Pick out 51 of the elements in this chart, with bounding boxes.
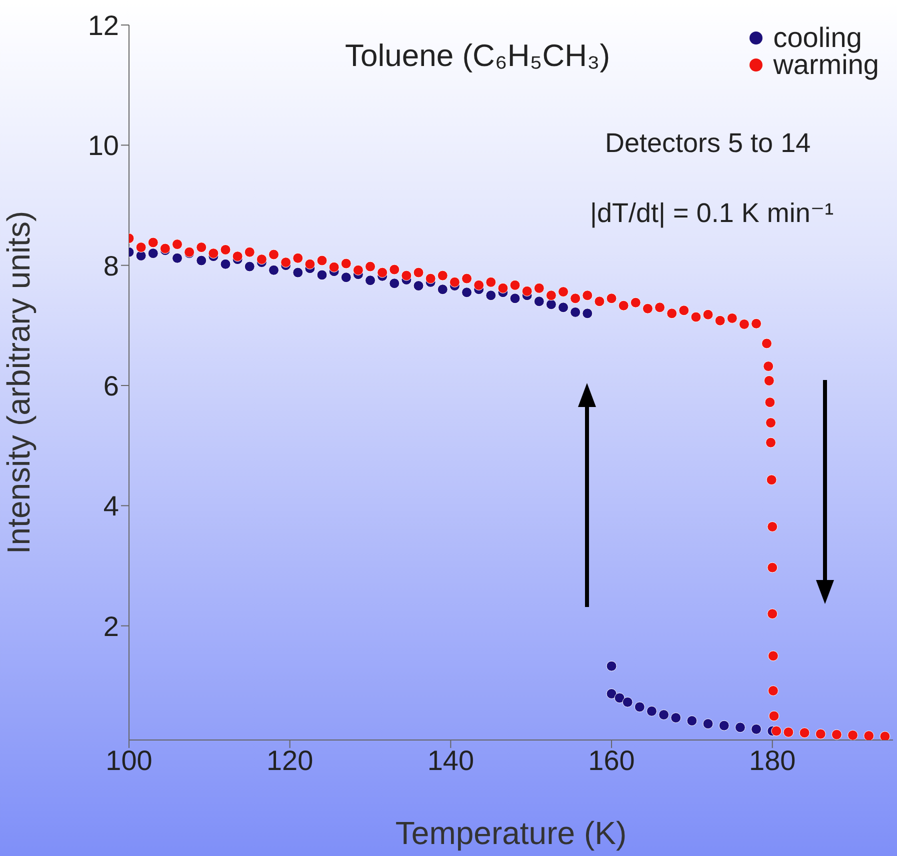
point (718, 720, 730, 731)
point (614, 692, 625, 704)
point (389, 278, 400, 289)
x-axis-title: Temperature (K) (395, 815, 627, 851)
point (220, 258, 231, 270)
point (437, 284, 448, 295)
y-tick-label: 8 (103, 250, 119, 282)
point (534, 296, 544, 307)
x-tick-label: 160 (588, 744, 635, 776)
point (670, 712, 682, 724)
point (546, 299, 556, 310)
x-tick-label: 180 (749, 744, 796, 776)
point (558, 302, 569, 313)
point (486, 290, 496, 301)
point (510, 293, 520, 304)
point (751, 724, 762, 734)
point (148, 248, 158, 259)
point (702, 718, 714, 730)
y-tick-label: 12 (88, 10, 119, 41)
y-tick-label: 4 (103, 490, 119, 522)
point (413, 280, 424, 292)
y-tick-label: 10 (88, 130, 119, 162)
point (244, 261, 255, 272)
point (686, 716, 698, 726)
point (734, 722, 746, 733)
point (606, 660, 617, 672)
point (462, 287, 472, 298)
point (268, 264, 280, 276)
x-tick-label: 140 (427, 744, 474, 776)
point (365, 275, 376, 286)
point (316, 270, 328, 280)
point (582, 308, 593, 319)
point (340, 272, 352, 283)
y-axis-title: Intensity (arbitrary units) (0, 210, 36, 554)
point (658, 710, 670, 720)
point (292, 267, 304, 278)
annotation: Detectors 5 to 14 (605, 128, 811, 159)
point (606, 688, 617, 699)
legend-label: cooling (773, 22, 862, 53)
point (570, 306, 581, 318)
point (634, 702, 645, 712)
x-tick-label: 100 (106, 744, 152, 776)
point (646, 706, 657, 716)
y-tick-label: 2 (103, 610, 119, 642)
y-tick-label: 6 (103, 370, 119, 402)
annotation: |dT/dt| = 0.1 K min⁻¹ (590, 198, 834, 229)
point (622, 696, 633, 708)
point (172, 252, 183, 264)
x-tick-label: 120 (266, 744, 314, 776)
point (196, 255, 207, 266)
annotation: Toluene (C₆H₅CH₃) (345, 38, 610, 74)
